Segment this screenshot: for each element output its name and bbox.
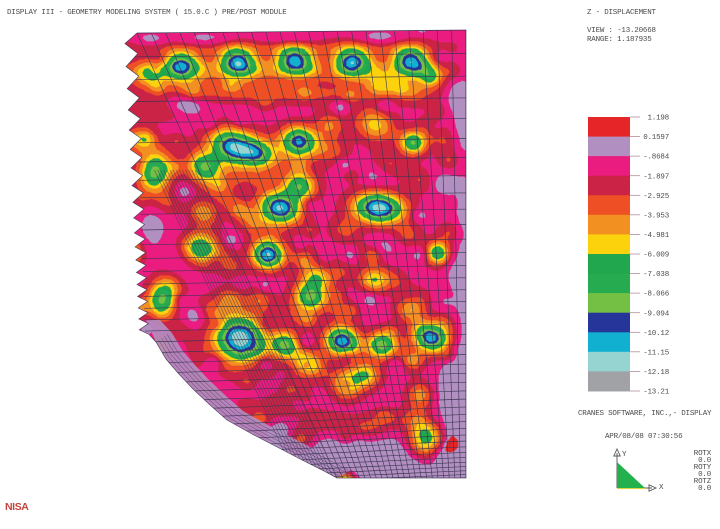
svg-text:NISA: NISA bbox=[5, 501, 29, 513]
svg-text:Y: Y bbox=[622, 451, 627, 459]
svg-text:-.8684: -.8684 bbox=[643, 154, 670, 162]
svg-text:0.0: 0.0 bbox=[698, 485, 712, 493]
svg-text:-11.15: -11.15 bbox=[643, 349, 670, 357]
svg-text:DISPLAY III - GEOMETRY MODELIN: DISPLAY III - GEOMETRY MODELING SYSTEM (… bbox=[7, 9, 287, 17]
svg-text:-7.038: -7.038 bbox=[643, 271, 669, 279]
svg-text:-13.21: -13.21 bbox=[643, 389, 670, 397]
svg-text:-6.009: -6.009 bbox=[643, 252, 669, 260]
svg-text:ROTZ: ROTZ bbox=[694, 478, 712, 486]
svg-text:0.0: 0.0 bbox=[698, 457, 712, 465]
svg-text:1.198: 1.198 bbox=[647, 115, 669, 123]
svg-text:-10.12: -10.12 bbox=[643, 330, 669, 338]
svg-text:Z - DISPLACEMENT: Z - DISPLACEMENT bbox=[587, 9, 657, 17]
svg-text:X: X bbox=[659, 484, 664, 492]
svg-text:-3.953: -3.953 bbox=[643, 212, 670, 220]
svg-text:ROTX: ROTX bbox=[694, 450, 712, 458]
svg-text:APR/08/08 07:30:56: APR/08/08 07:30:56 bbox=[605, 433, 683, 441]
svg-text:RANGE: 1.187935: RANGE: 1.187935 bbox=[587, 36, 652, 44]
svg-text:-12.18: -12.18 bbox=[643, 369, 669, 377]
svg-text:ROTY: ROTY bbox=[694, 464, 712, 472]
svg-text:-4.981: -4.981 bbox=[643, 232, 670, 240]
svg-text:0.0: 0.0 bbox=[698, 471, 712, 479]
svg-text:0.1597: 0.1597 bbox=[643, 134, 669, 142]
svg-text:VIEW : -13.20668: VIEW : -13.20668 bbox=[587, 27, 656, 35]
svg-text:-2.925: -2.925 bbox=[643, 193, 670, 201]
svg-text:-9.094: -9.094 bbox=[643, 310, 670, 318]
svg-text:CRANES SOFTWARE, INC.,- DISPLA: CRANES SOFTWARE, INC.,- DISPLAY bbox=[578, 410, 712, 418]
svg-text:-8.066: -8.066 bbox=[643, 291, 670, 299]
svg-text:-1.897: -1.897 bbox=[643, 173, 669, 181]
